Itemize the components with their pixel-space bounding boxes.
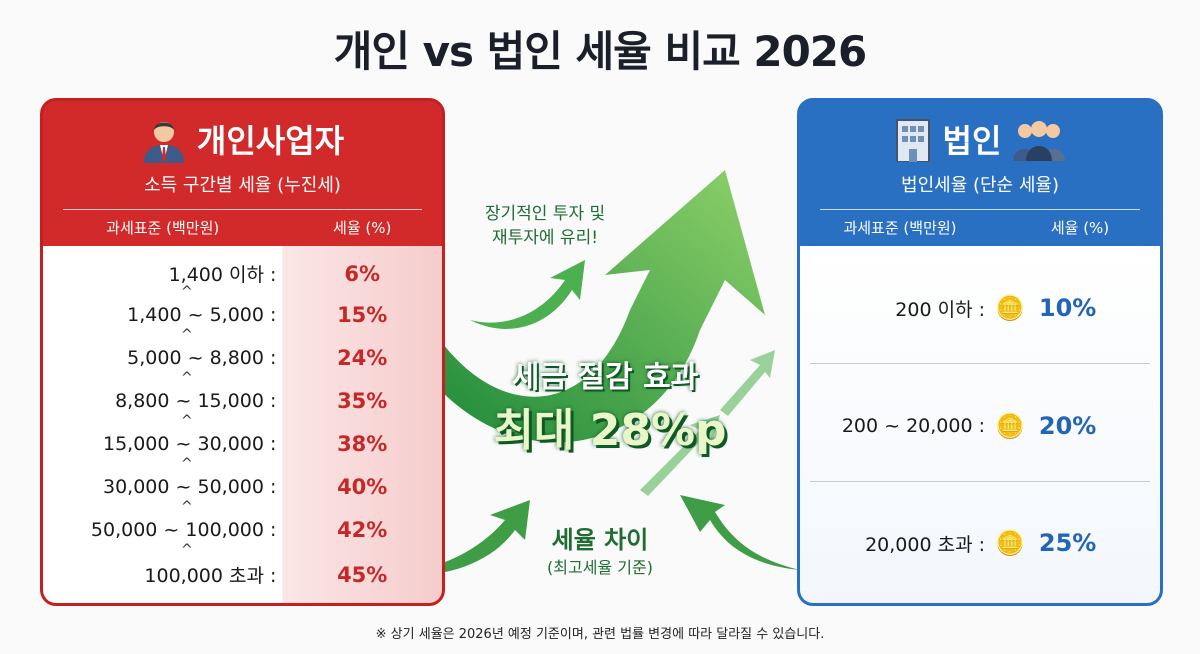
footnote: ※ 상기 세율은 2026년 예정 기준이며, 관련 법률 변경에 따라 달라질… [375, 627, 825, 642]
caret-icon: ^ [181, 284, 193, 300]
range: 30,000 ~ 50,000 : [103, 476, 277, 498]
range: 5,000 ~ 8,800 : [127, 347, 277, 369]
caret-icon: ^ [181, 456, 193, 472]
caret-icon: ^ [181, 413, 193, 429]
arrow-faint-2 [720, 350, 775, 416]
table-row: 15,000 ~ 30,000 : 38% [43, 432, 442, 456]
divider [810, 363, 1150, 364]
range: 20,000 초과 : [865, 533, 985, 556]
coin-people-icon: 🪙 [995, 529, 1025, 557]
corporate-panel: 법인 법인세율 (단순 세율) 과세표준 (백만원) 세율 (%) 200 이하… [797, 98, 1163, 606]
rate: 40% [337, 475, 388, 499]
table-row: 1,400 이하 : 6% [43, 260, 442, 287]
rate: 25% [1038, 529, 1097, 557]
rate: 38% [337, 432, 388, 456]
callout: 장기적인 투자 및 재투자에 유리! [460, 202, 630, 250]
rate: 35% [337, 389, 388, 413]
col-rate: 세율 (%) [1050, 219, 1110, 237]
savings-max: 최대 28%p [493, 405, 727, 456]
corporate-table: 200 이하 : 🪙 10% 200 ~ 20,000 : 🪙 20% 20,000 초… [800, 246, 1160, 603]
rate: 15% [337, 303, 388, 327]
individual-subtitle: 소득 구간별 세율 (누진세) [144, 175, 341, 196]
range: 8,800 ~ 15,000 : [115, 390, 277, 412]
table-row: 1,400 ~ 5,000 : 15% [43, 303, 442, 327]
col-range: 과세표준 (백만원) [843, 219, 957, 237]
callout-line-2: 재투자에 유리! [491, 228, 599, 248]
rate: 20% [1038, 412, 1097, 440]
table-row: 50,000 ~ 100,000 : 42% [43, 518, 442, 542]
range: 100,000 초과 : [144, 565, 277, 587]
rate: 6% [344, 261, 381, 286]
arrow-faint-1 [640, 415, 720, 496]
caret-icon: ^ [181, 370, 193, 386]
rate-diff-sub: (최고세율 기준) [547, 558, 653, 577]
range: 50,000 ~ 100,000 : [90, 519, 277, 541]
range: 1,400 이하 : [168, 264, 277, 286]
range: 200 ~ 20,000 : [841, 415, 985, 437]
caret-icon: ^ [181, 542, 193, 558]
caret-icon: ^ [181, 327, 193, 343]
rate: 42% [337, 518, 388, 542]
growth-arrow-graphic [390, 170, 800, 576]
table-row: 8,800 ~ 15,000 : 35% [43, 389, 442, 413]
businessman-icon [143, 122, 184, 163]
coin-hand-icon: 🪙 [995, 412, 1025, 440]
divider [820, 209, 1140, 210]
savings-headline: 세금 절감 효과 [511, 360, 699, 395]
col-range: 과세표준 (백만원) [106, 219, 220, 237]
range: 200 이하 : [895, 298, 985, 321]
table-row: 200 ~ 20,000 : 🪙 20% [800, 406, 1160, 446]
group-icon [1013, 121, 1066, 161]
callout-line-1: 장기적인 투자 및 [484, 204, 606, 224]
individual-table: 1,400 이하 : 6% 1,400 ~ 5,000 : 15% 5,000 ~ … [43, 246, 442, 603]
table-row: 200 이하 : 🪙 10% [800, 288, 1160, 328]
corporate-subtitle: 법인세율 (단순 세율) [901, 175, 1059, 196]
range: 15,000 ~ 30,000 : [103, 433, 277, 455]
table-row: 20,000 초과 : 🪙 25% [800, 523, 1160, 563]
caret-icon: ^ [181, 499, 193, 515]
table-row: 5,000 ~ 8,800 : 24% [43, 346, 442, 370]
col-rate: 세율 (%) [333, 219, 392, 237]
individual-title: 개인사업자 [196, 122, 345, 160]
arrow-bottom-left [390, 500, 530, 576]
individual-panel: 개인사업자 소득 구간별 세율 (누진세) 과세표준 (백만원) 세율 (%) … [40, 98, 445, 606]
table-row: 30,000 ~ 50,000 : 40% [43, 475, 442, 499]
range: 1,400 ~ 5,000 : [127, 304, 277, 326]
rate: 24% [337, 346, 388, 370]
divider [810, 481, 1150, 482]
table-row: 100,000 초과 : 45% [43, 561, 442, 588]
page-title: 개인 vs 법인 세율 비교 2026 [333, 27, 868, 76]
corporate-title: 법인 [942, 122, 1002, 160]
small-arrow-top [470, 260, 585, 329]
coin-hand-icon: 🪙 [995, 294, 1025, 322]
big-arrow [440, 170, 765, 443]
arrow-bottom-right [680, 495, 800, 570]
rate: 45% [337, 562, 388, 587]
rate-diff: 세율 차이 [551, 526, 649, 554]
building-icon [895, 119, 930, 162]
divider [63, 209, 422, 210]
rate: 10% [1038, 294, 1097, 322]
